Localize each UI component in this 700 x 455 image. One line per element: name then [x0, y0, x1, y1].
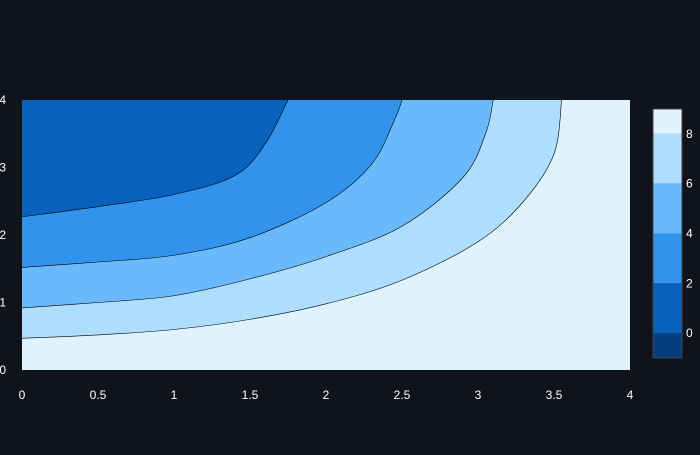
- colorbar-tick-label: 4: [686, 227, 693, 241]
- colorbar-tick-label: 6: [686, 177, 693, 191]
- x-tick-label: 0.5: [90, 388, 107, 402]
- colorbar-band: [653, 283, 682, 334]
- contour-line-8: [22, 100, 562, 339]
- y-tick-label: 3: [0, 161, 6, 175]
- colorbar-band: [653, 133, 682, 184]
- plot-area: [22, 100, 630, 370]
- colorbar-outline: [652, 108, 683, 359]
- colorbar-tick-label: 0: [686, 326, 693, 340]
- colorbar-band: [653, 183, 682, 234]
- x-tick-label: 2.5: [394, 388, 411, 402]
- x-tick-label: 3.5: [546, 388, 563, 402]
- y-tick-label: 2: [0, 228, 6, 242]
- x-tick-label: 4: [627, 388, 634, 402]
- x-tick-label: 2: [323, 388, 330, 402]
- contour-line-2: [22, 100, 289, 218]
- x-tick-label: 1.5: [242, 388, 259, 402]
- contour-line-6: [22, 100, 494, 309]
- x-tick-label: 3: [475, 388, 482, 402]
- y-tick-label: 4: [0, 93, 6, 107]
- colorbar: 0 2 4 6 8: [652, 108, 693, 359]
- colorbar-tick-label: 8: [686, 127, 693, 141]
- colorbar-tick-label: 2: [686, 276, 693, 290]
- colorbar-band: [653, 109, 682, 134]
- x-tick-label: 0: [19, 388, 26, 402]
- colorbar-band: [653, 233, 682, 284]
- contour-fill-2: [22, 100, 288, 217]
- x-tick-label: 1: [171, 388, 178, 402]
- contour-line-4: [22, 100, 403, 268]
- colorbar-band: [653, 333, 682, 358]
- y-tick-label: 0: [0, 363, 6, 377]
- y-tick-label: 1: [0, 296, 6, 310]
